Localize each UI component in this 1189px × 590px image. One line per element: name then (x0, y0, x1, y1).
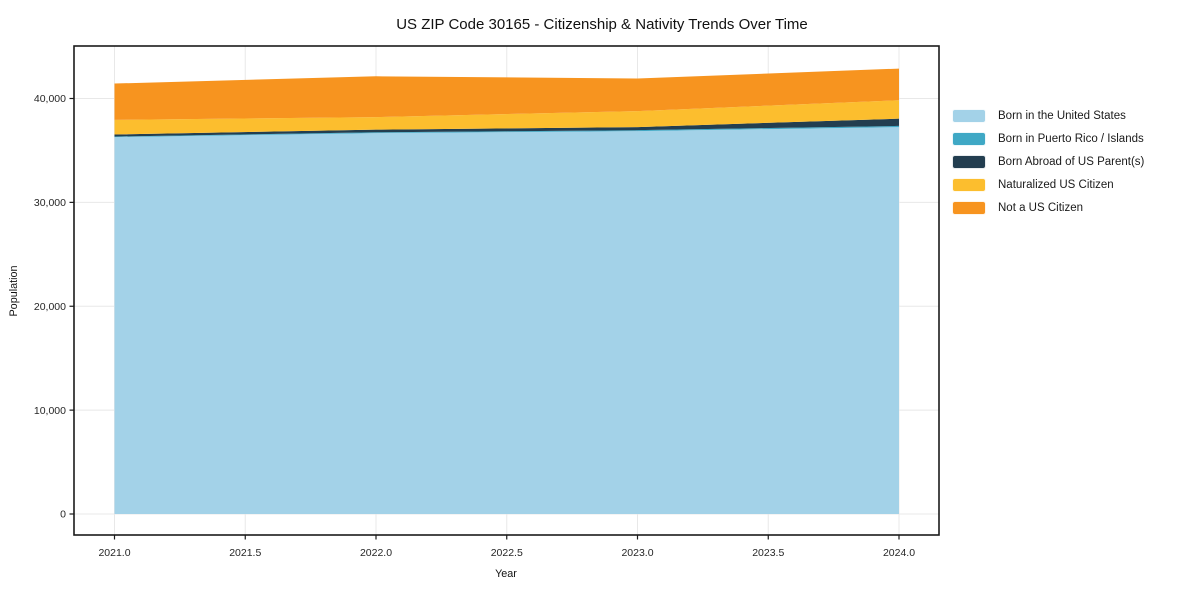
x-axis-label: Year (495, 568, 517, 580)
chart-title: US ZIP Code 30165 - Citizenship & Nativi… (396, 16, 808, 33)
x-tick-label: 2021.5 (229, 547, 261, 559)
x-tick-label: 2023.5 (752, 547, 784, 559)
legend-label: Born in the United States (998, 109, 1126, 122)
legend-item: Born in the United States (952, 104, 1144, 127)
x-tick-label: 2023.0 (621, 547, 653, 559)
axis-ticks: 2021.0 2021.5 2022.0 2022.5 2023.0 2023.5 2024… (34, 93, 915, 559)
x-tick-label: 2022.5 (491, 547, 523, 559)
legend-label: Not a US Citizen (998, 202, 1084, 215)
x-tick-label: 2022.0 (360, 547, 392, 559)
legend-label: Naturalized US Citizen (998, 179, 1114, 192)
y-axis-label: Population (8, 265, 20, 316)
x-tick-label: 2021.0 (98, 547, 130, 559)
x-tick-label: 2024.0 (883, 547, 915, 559)
legend-swatch-born-abroad (952, 154, 986, 169)
area-series-3 (114, 100, 899, 135)
legend-item: Born Abroad of US Parent(s) (952, 150, 1144, 173)
legend-item: Naturalized US Citizen (952, 174, 1144, 197)
area-series-group (114, 68, 899, 515)
legend-swatch-not-citizen (952, 201, 986, 216)
legend: Born in the United States Born in Puerto… (952, 104, 1144, 220)
area-series-2 (114, 118, 899, 137)
legend-item: Born in Puerto Rico / Islands (952, 127, 1144, 150)
y-tick-label: 30,000 (34, 197, 66, 209)
y-tick-label: 0 (60, 509, 66, 521)
y-tick-label: 20,000 (34, 301, 66, 313)
legend-swatch-naturalized (952, 178, 986, 193)
legend-label: Born Abroad of US Parent(s) (998, 155, 1145, 168)
area-series-1 (114, 125, 899, 138)
y-tick-label: 10,000 (34, 405, 66, 417)
legend-label: Born in Puerto Rico / Islands (998, 132, 1144, 145)
area-series-4 (114, 68, 899, 120)
area-series-0 (114, 127, 899, 515)
y-tick-label: 40,000 (34, 93, 66, 105)
legend-swatch-born-in-us (952, 108, 986, 123)
legend-item: Not a US Citizen (952, 197, 1144, 220)
legend-swatch-puerto-rico (952, 131, 986, 146)
